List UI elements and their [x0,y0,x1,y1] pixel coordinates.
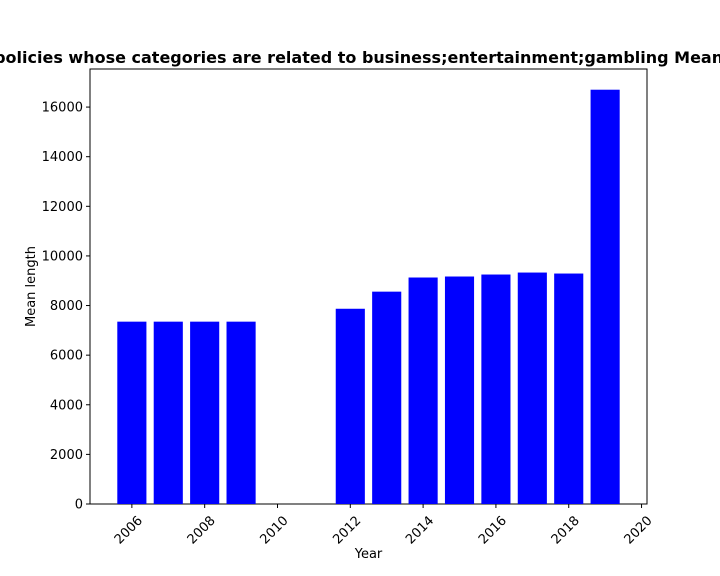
bar-2013 [372,291,402,504]
bar-2017 [517,272,547,504]
bar-2007 [153,321,183,504]
y-tick-label: 14000 [42,150,83,165]
chart-title: Mean length in privacy policies whose ca… [0,48,720,67]
bar-2014 [408,277,438,504]
x-ticks-group: 2006 2008 2010 2012 2014 2016 2018 2020 [112,504,656,547]
x-tick-label: 2014 [403,513,437,547]
x-tick-label: 2008 [185,513,219,547]
bar-2012 [335,308,365,504]
y-tick-label: 10000 [42,249,83,264]
plot-area: 2006 2008 2010 2012 2014 2016 2018 2020 0 2000 40… [42,68,656,547]
y-tick-label: 16000 [42,101,83,116]
y-tick-label: 0 [75,498,83,513]
y-tick-label: 4000 [50,398,83,413]
bar-2016 [481,274,511,504]
y-axis-label: Mean length [24,246,39,327]
x-tick-label: 2018 [549,513,583,547]
bars-group [117,89,620,505]
x-tick-label: 2016 [476,513,510,547]
x-tick-label: 2012 [330,513,364,547]
plot-frame [89,68,648,505]
bar-2008 [190,321,220,504]
x-tick-label: 2010 [258,513,292,547]
y-tick-label: 8000 [50,299,83,314]
x-tick-label: 2020 [622,513,656,547]
x-axis-label: Year [354,547,383,562]
bar-2009 [226,321,256,504]
bar-2019 [590,89,620,505]
x-tick-label: 2006 [112,513,146,547]
bar-2018 [554,273,584,504]
y-tick-label: 6000 [50,349,83,364]
y-ticks-group: 0 2000 4000 6000 8000 10000 12000 14000 16000 [42,101,90,513]
bar-2006 [117,321,147,504]
y-tick-label: 12000 [42,200,83,215]
bar-2015 [444,276,475,504]
y-tick-label: 2000 [50,448,83,463]
